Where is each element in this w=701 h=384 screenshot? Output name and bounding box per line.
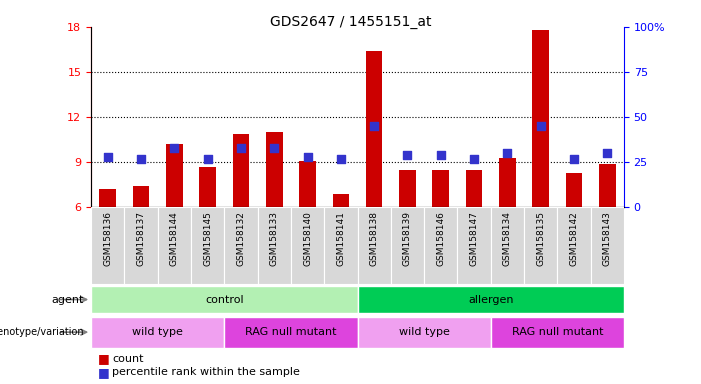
Text: GSM158147: GSM158147 xyxy=(470,211,479,266)
Text: agent: agent xyxy=(52,295,84,305)
Text: GSM158142: GSM158142 xyxy=(569,211,578,266)
Text: GSM158145: GSM158145 xyxy=(203,211,212,266)
Text: GDS2647 / 1455151_at: GDS2647 / 1455151_at xyxy=(270,15,431,29)
Text: ■: ■ xyxy=(98,366,110,379)
Bar xyxy=(532,30,549,207)
Bar xyxy=(158,207,191,284)
Bar xyxy=(391,207,424,284)
Bar xyxy=(299,161,316,207)
Bar xyxy=(266,132,283,207)
Bar xyxy=(91,316,224,348)
Text: RAG null mutant: RAG null mutant xyxy=(512,327,603,337)
Point xyxy=(468,156,479,162)
Text: GSM158135: GSM158135 xyxy=(536,211,545,266)
Bar xyxy=(491,207,524,284)
Bar xyxy=(191,207,224,284)
Bar xyxy=(557,207,591,284)
Text: ■: ■ xyxy=(98,353,110,366)
Text: GSM158132: GSM158132 xyxy=(236,211,245,266)
Point xyxy=(502,150,513,156)
Text: GSM158139: GSM158139 xyxy=(403,211,412,266)
Point xyxy=(535,123,546,129)
Point xyxy=(569,156,580,162)
Bar xyxy=(199,167,216,207)
Bar xyxy=(599,164,615,207)
Bar xyxy=(233,134,250,207)
Text: count: count xyxy=(112,354,144,364)
Point xyxy=(369,123,380,129)
Bar xyxy=(224,207,258,284)
Point xyxy=(435,152,447,158)
Point xyxy=(169,145,180,151)
Text: GSM158134: GSM158134 xyxy=(503,211,512,266)
Text: GSM158138: GSM158138 xyxy=(369,211,379,266)
Text: percentile rank within the sample: percentile rank within the sample xyxy=(112,367,300,377)
Text: GSM158136: GSM158136 xyxy=(103,211,112,266)
Point xyxy=(102,154,114,160)
Bar xyxy=(132,186,149,207)
Bar xyxy=(91,286,358,313)
Bar xyxy=(465,170,482,207)
Bar xyxy=(258,207,291,284)
Text: wild type: wild type xyxy=(132,327,183,337)
Point xyxy=(335,156,346,162)
Bar xyxy=(566,173,583,207)
Bar xyxy=(433,170,449,207)
Text: genotype/variation: genotype/variation xyxy=(0,327,84,337)
Bar xyxy=(499,158,516,207)
Text: RAG null mutant: RAG null mutant xyxy=(245,327,336,337)
Text: GSM158133: GSM158133 xyxy=(270,211,279,266)
Text: control: control xyxy=(205,295,244,305)
Text: wild type: wild type xyxy=(399,327,449,337)
Bar xyxy=(457,207,491,284)
Text: GSM158146: GSM158146 xyxy=(436,211,445,266)
Bar xyxy=(366,51,383,207)
Bar xyxy=(91,207,125,284)
Bar xyxy=(399,170,416,207)
Bar xyxy=(491,316,624,348)
Text: GSM158143: GSM158143 xyxy=(603,211,612,266)
Point xyxy=(236,145,247,151)
Point xyxy=(268,145,280,151)
Bar xyxy=(166,144,183,207)
Point xyxy=(202,156,213,162)
Text: GSM158141: GSM158141 xyxy=(336,211,346,266)
Text: GSM158144: GSM158144 xyxy=(170,211,179,266)
Bar xyxy=(291,207,324,284)
Bar xyxy=(524,207,557,284)
Point xyxy=(302,154,313,160)
Bar xyxy=(358,316,491,348)
Bar xyxy=(358,286,624,313)
Point xyxy=(601,150,613,156)
Bar xyxy=(125,207,158,284)
Bar xyxy=(100,189,116,207)
Bar xyxy=(324,207,358,284)
Point xyxy=(135,156,147,162)
Bar xyxy=(358,207,391,284)
Bar xyxy=(424,207,458,284)
Bar xyxy=(224,316,358,348)
Text: GSM158140: GSM158140 xyxy=(303,211,312,266)
Text: GSM158137: GSM158137 xyxy=(137,211,146,266)
Bar xyxy=(590,207,624,284)
Text: allergen: allergen xyxy=(468,295,513,305)
Bar xyxy=(332,194,349,207)
Point xyxy=(402,152,413,158)
